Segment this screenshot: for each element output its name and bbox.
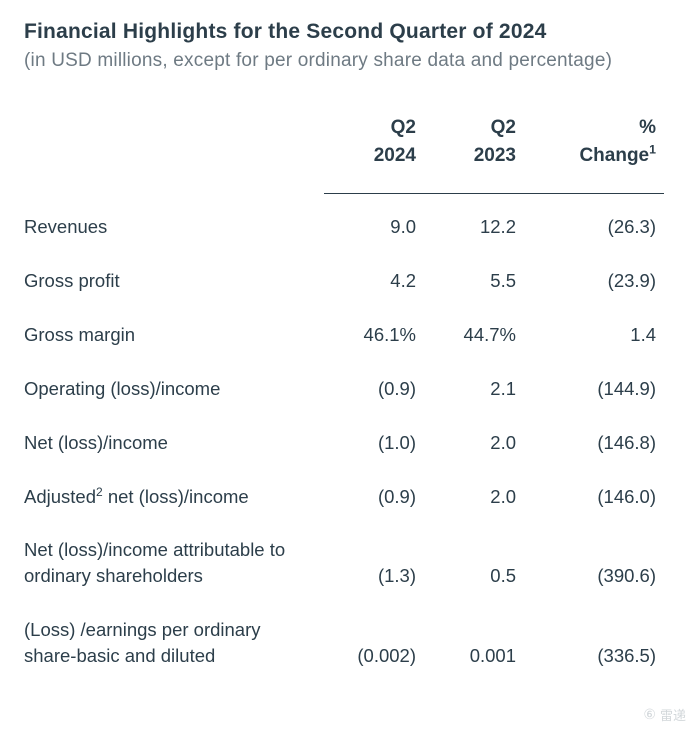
row-value: 2.1	[424, 362, 524, 416]
row-label: Revenues	[24, 200, 324, 254]
table-row: Gross margin 46.1% 44.7% 1.4	[24, 308, 664, 362]
row-value: (23.9)	[524, 254, 664, 308]
row-label: Net (loss)/income	[24, 416, 324, 470]
table-header-pct-change: % Change1	[524, 110, 664, 194]
row-value: (146.0)	[524, 470, 664, 524]
row-value: 1.4	[524, 308, 664, 362]
row-label: (Loss) /earnings per ordinary share-basi…	[24, 603, 324, 683]
watermark-icon: ⑥	[643, 706, 656, 723]
row-label: Adjusted2 net (loss)/income	[24, 470, 324, 524]
row-value: 0.001	[424, 603, 524, 683]
row-value: (390.6)	[524, 523, 664, 603]
table-row: (Loss) /earnings per ordinary share-basi…	[24, 603, 664, 683]
page-subtitle: (in USD millions, except for per ordinar…	[24, 50, 672, 72]
row-value: (0.9)	[324, 470, 424, 524]
row-value: 2.0	[424, 416, 524, 470]
row-value: (1.3)	[324, 523, 424, 603]
row-label: Operating (loss)/income	[24, 362, 324, 416]
row-value: (1.0)	[324, 416, 424, 470]
page-title: Financial Highlights for the Second Quar…	[24, 20, 672, 44]
table-header-row: Q2 2024 Q2 2023 % Change1	[24, 110, 664, 194]
row-value: 4.2	[324, 254, 424, 308]
row-value: 0.5	[424, 523, 524, 603]
watermark: ⑥ 雷递	[643, 705, 686, 724]
row-value: (144.9)	[524, 362, 664, 416]
table-row: Operating (loss)/income (0.9) 2.1 (144.9…	[24, 362, 664, 416]
financial-table: Q2 2024 Q2 2023 % Change1 Revenues 9.0 1…	[24, 110, 664, 683]
table-header-empty	[24, 110, 324, 194]
row-value: 2.0	[424, 470, 524, 524]
watermark-text: 雷递	[660, 705, 686, 724]
row-value: 9.0	[324, 200, 424, 254]
row-value: (26.3)	[524, 200, 664, 254]
table-row: Net (loss)/income attributable to ordina…	[24, 523, 664, 603]
row-label: Gross margin	[24, 308, 324, 362]
row-value: 5.5	[424, 254, 524, 308]
financial-highlights-page: Financial Highlights for the Second Quar…	[0, 0, 700, 703]
table-header-q2-2023: Q2 2023	[424, 110, 524, 194]
table-row: Adjusted2 net (loss)/income (0.9) 2.0 (1…	[24, 470, 664, 524]
row-value: (336.5)	[524, 603, 664, 683]
row-value: 44.7%	[424, 308, 524, 362]
row-label: Net (loss)/income attributable to ordina…	[24, 523, 324, 603]
row-value: (0.9)	[324, 362, 424, 416]
row-value: 12.2	[424, 200, 524, 254]
row-value: (0.002)	[324, 603, 424, 683]
table-row: Revenues 9.0 12.2 (26.3)	[24, 200, 664, 254]
table-row: Gross profit 4.2 5.5 (23.9)	[24, 254, 664, 308]
table-header-q2-2024: Q2 2024	[324, 110, 424, 194]
row-value: (146.8)	[524, 416, 664, 470]
table-row: Net (loss)/income (1.0) 2.0 (146.8)	[24, 416, 664, 470]
row-value: 46.1%	[324, 308, 424, 362]
row-label: Gross profit	[24, 254, 324, 308]
